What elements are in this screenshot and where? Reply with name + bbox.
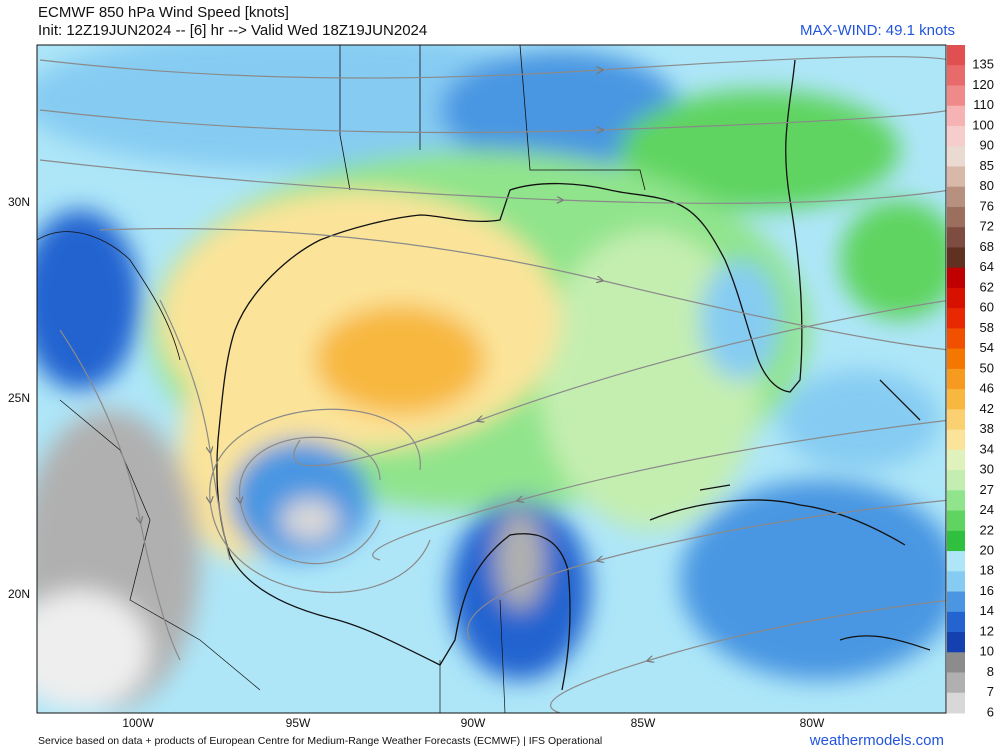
colorbar-label: 34 [980, 441, 994, 456]
colorbar-cell [947, 287, 965, 309]
colorbar-cell [947, 632, 965, 653]
colorbar-cell [947, 652, 965, 674]
lon-label: 90W [461, 716, 486, 730]
lon-label: 100W [122, 716, 154, 730]
colorbar-label: 20 [980, 542, 994, 557]
colorbar-cell [947, 65, 965, 86]
colorbar-cell [947, 368, 965, 390]
colorbar-cell [947, 672, 965, 694]
colorbar-cell [947, 389, 965, 410]
max-wind: MAX-WIND: 49.1 knots [800, 22, 955, 39]
colorbar-label: 72 [980, 219, 994, 234]
lat-label: 25N [8, 391, 30, 405]
colorbar-cell [947, 105, 965, 127]
colorbar-label: 42 [980, 401, 994, 416]
coastlines [37, 45, 931, 713]
colorbar-label: 7 [987, 684, 994, 699]
colorbar-cell [947, 692, 965, 714]
colorbar-cell [947, 611, 965, 633]
colorbar-cell [947, 510, 965, 532]
colorbar-label: 80 [980, 178, 994, 193]
colorbar-label: 110 [973, 97, 994, 112]
lon-label: 80W [800, 716, 825, 730]
credit: Service based on data + products of Euro… [38, 735, 602, 747]
colorbar: 1351201101009085807672686462605854504642… [947, 45, 994, 719]
colorbar-label: 62 [980, 279, 994, 294]
colorbar-label: 76 [980, 198, 994, 213]
colorbar-label: 85 [980, 158, 994, 173]
colorbar-cell [947, 125, 965, 147]
colorbar-label: 30 [980, 462, 994, 477]
colorbar-label: 14 [980, 603, 994, 618]
colorbar-cell [947, 166, 965, 188]
colorbar-cell [947, 591, 965, 613]
lat-label: 30N [8, 195, 30, 209]
colorbar-label: 10 [980, 644, 994, 659]
colorbar-label: 64 [980, 259, 994, 274]
latitude-labels: 30N 25N 20N [8, 195, 30, 601]
colorbar-cell [947, 267, 965, 289]
colorbar-label: 50 [980, 360, 994, 375]
colorbar-label: 90 [980, 138, 994, 153]
lon-label: 85W [631, 716, 656, 730]
colorbar-label: 8 [987, 664, 994, 679]
colorbar-cell [947, 247, 965, 269]
colorbar-cell [947, 530, 965, 552]
colorbar-cell [947, 409, 965, 431]
colorbar-label: 120 [972, 77, 994, 92]
colorbar-label: 58 [980, 320, 994, 335]
longitude-labels: 100W 95W 90W 85W 80W [122, 716, 825, 730]
colorbar-cell [947, 328, 965, 350]
colorbar-label: 27 [980, 482, 994, 497]
colorbar-label: 24 [980, 502, 994, 517]
colorbar-cell [947, 490, 965, 512]
subtitle: Init: 12Z19JUN2024 -- [6] hr --> Valid W… [38, 22, 427, 39]
colorbar-cell [947, 470, 965, 491]
lon-label: 95W [286, 716, 311, 730]
colorbar-label: 22 [980, 522, 994, 537]
colorbar-cell [947, 308, 965, 329]
colorbar-label: 6 [987, 704, 994, 719]
colorbar-label: 100 [972, 117, 994, 132]
colorbar-label: 135 [972, 57, 994, 72]
colorbar-label: 12 [980, 623, 994, 638]
colorbar-label: 54 [980, 340, 994, 355]
map [37, 45, 946, 713]
streamlines [39, 56, 946, 713]
colorbar-cell [947, 206, 965, 228]
colorbar-cell [947, 551, 965, 572]
colorbar-label: 60 [980, 300, 994, 315]
colorbar-cell [947, 186, 965, 208]
colorbar-cell [947, 348, 965, 370]
title: ECMWF 850 hPa Wind Speed [knots] [38, 4, 289, 21]
map-frame [36, 44, 947, 714]
colorbar-cell [947, 429, 965, 451]
lat-label: 20N [8, 587, 30, 601]
colorbar-label: 68 [980, 239, 994, 254]
colorbar-cell [947, 45, 965, 66]
colorbar-label: 18 [980, 563, 994, 578]
colorbar-cell [947, 227, 965, 248]
site-link: weathermodels.com [809, 732, 944, 749]
colorbar-label: 38 [980, 421, 994, 436]
colorbar-label: 46 [980, 381, 994, 396]
colorbar-cell [947, 571, 965, 593]
colorbar-cell [947, 449, 965, 471]
colorbar-label: 16 [980, 583, 994, 598]
colorbar-cell [947, 146, 965, 167]
colorbar-cell [947, 85, 965, 107]
